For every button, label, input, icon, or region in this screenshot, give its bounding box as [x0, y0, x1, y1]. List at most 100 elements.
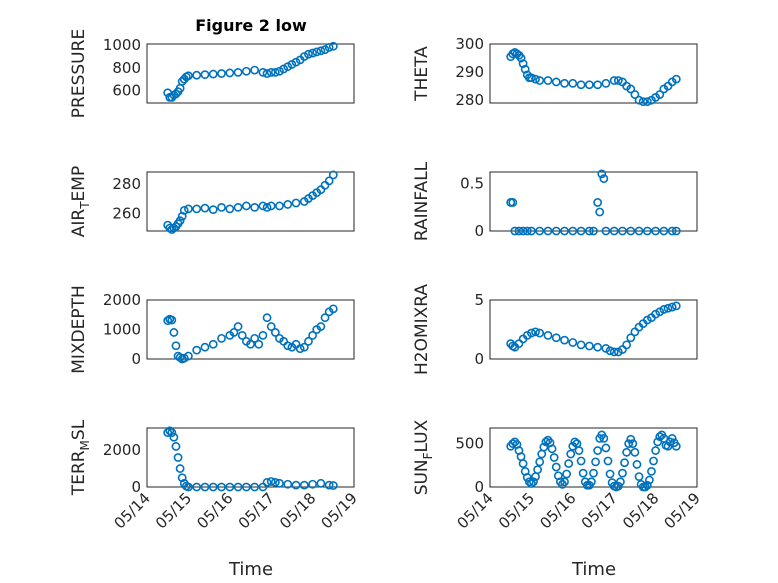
subplot-1: 600 800 1000 PRESSURE: [69, 29, 355, 118]
data-point: [568, 338, 578, 347]
data-point: [522, 226, 532, 236]
data-point: [551, 77, 561, 87]
data-point: [634, 95, 644, 105]
data-point: [584, 80, 594, 90]
data-point: [270, 67, 280, 77]
data-point: [667, 434, 677, 443]
data-point: [642, 480, 652, 490]
data-point: [299, 342, 309, 352]
y-tick-label: 600: [112, 82, 141, 100]
data-point: [225, 204, 235, 214]
subplot-8: 05/1405/1505/1605/1705/1805/190500SUNFLU…: [412, 419, 704, 532]
data-point: [258, 201, 268, 211]
data-point: [304, 336, 313, 346]
data-point: [520, 64, 530, 74]
data-point: [217, 333, 226, 343]
data-point: [200, 482, 210, 492]
data-point: [308, 479, 317, 489]
data-point: [589, 226, 598, 236]
data-point: [651, 226, 660, 236]
data-point: [171, 89, 181, 99]
data-point: [671, 226, 681, 236]
data-point: [638, 97, 648, 106]
data-point: [177, 473, 187, 483]
data-point: [584, 341, 594, 351]
data-point: [237, 330, 247, 340]
data-point: [599, 174, 609, 184]
data-point: [591, 457, 600, 467]
data-point: [250, 482, 260, 492]
data-point: [192, 70, 202, 80]
data-point: [291, 198, 301, 208]
data-point: [169, 432, 179, 442]
x-axis-label-left: Time: [228, 559, 273, 580]
data-point: [316, 46, 326, 56]
data-point: [200, 342, 210, 352]
subplot-2: 280 290 300 THETA: [412, 35, 698, 109]
data-point: [233, 67, 243, 77]
data-point: [192, 204, 202, 214]
y-tick-label: 1000: [103, 321, 141, 339]
y-axis-label: THETA: [412, 46, 432, 102]
data-point: [655, 90, 665, 99]
y-tick-label: 0: [474, 350, 484, 368]
data-point: [258, 330, 268, 340]
data-point: [626, 434, 636, 444]
data-point: [593, 446, 603, 455]
data-point: [192, 345, 202, 355]
data-point: [328, 41, 338, 51]
data-point: [183, 71, 193, 81]
data-point: [262, 202, 272, 212]
data-point: [241, 482, 251, 492]
data-point: [217, 69, 226, 78]
data-point: [510, 226, 520, 236]
data-point: [527, 479, 536, 488]
figure-title: Figure 2 low: [195, 16, 307, 35]
data-point: [541, 437, 551, 447]
data-point: [671, 301, 681, 311]
data-point: [549, 453, 559, 462]
subplot-5: 0 1000 2000 MIXDEPTH: [69, 285, 355, 374]
data-point: [179, 353, 189, 363]
data-point: [593, 198, 603, 207]
y-tick-label: 0: [474, 478, 484, 496]
y-axis-label: RAINFALL: [412, 161, 432, 241]
y-tick-label: 260: [112, 204, 141, 222]
data-point: [283, 200, 293, 209]
data-point: [626, 226, 636, 236]
data-point: [551, 333, 561, 343]
data-point: [518, 226, 528, 236]
data-point: [175, 464, 185, 473]
data-point: [183, 482, 193, 492]
data-point: [266, 201, 276, 211]
data-point: [266, 322, 276, 331]
data-point: [304, 49, 313, 59]
subplot-6: 0 5 H2OMIXRA: [412, 284, 698, 375]
data-point: [659, 305, 669, 314]
data-point: [275, 478, 284, 488]
data-point: [283, 479, 293, 489]
data-point: [529, 477, 538, 487]
data-point: [671, 441, 681, 451]
data-point: [254, 339, 264, 349]
y-tick-label: 0: [131, 350, 141, 368]
data-point: [642, 97, 652, 106]
data-point: [551, 226, 561, 236]
y-tick-label: 500: [455, 435, 484, 453]
data-point: [605, 346, 615, 356]
data-point: [618, 226, 627, 236]
data-point: [250, 202, 260, 212]
axes-frame: [489, 299, 698, 360]
data-point: [651, 446, 660, 455]
y-tick-label: 290: [455, 63, 484, 81]
x-tick-label: 05/19: [318, 489, 361, 532]
data-point: [616, 477, 625, 487]
x-tick-label: 05/16: [536, 489, 579, 532]
data-point: [262, 477, 272, 487]
data-point: [539, 442, 549, 452]
data-point: [200, 203, 210, 213]
data-point: [246, 339, 255, 349]
data-point: [595, 207, 605, 217]
data-point: [183, 204, 193, 214]
x-tick-label: 05/19: [661, 489, 704, 532]
